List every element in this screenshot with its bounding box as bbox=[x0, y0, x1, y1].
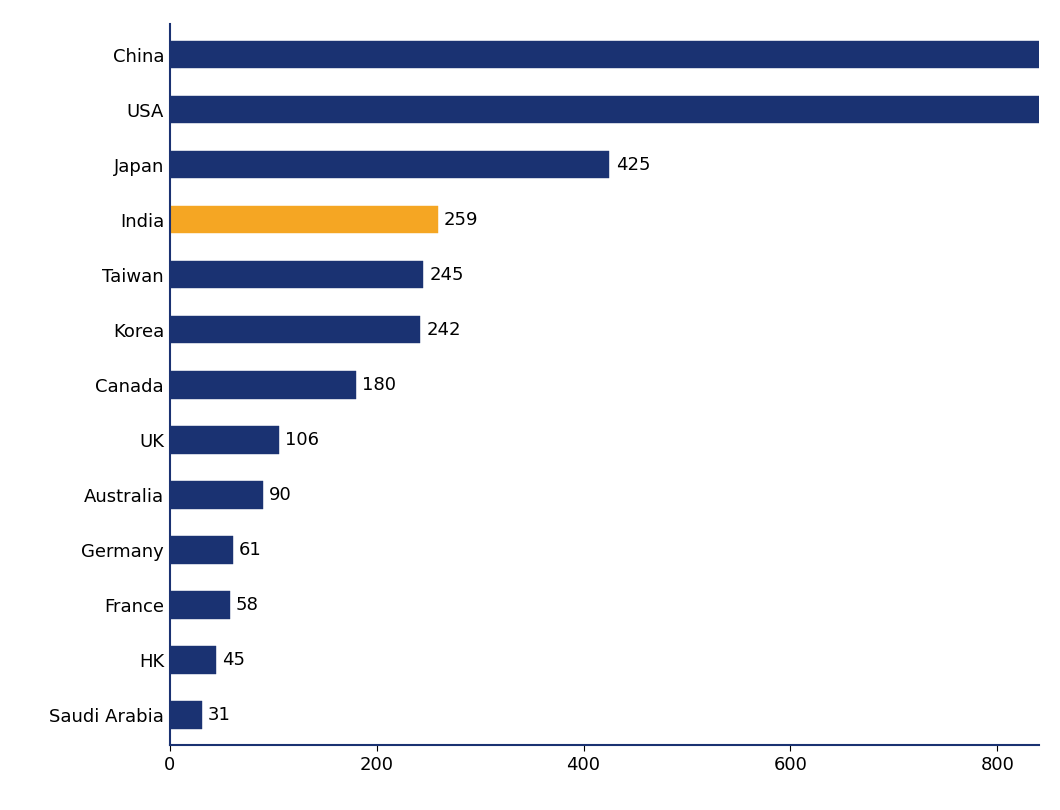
Bar bbox=[170, 316, 420, 343]
Bar bbox=[170, 371, 356, 399]
Text: 242: 242 bbox=[426, 321, 461, 339]
Text: 45: 45 bbox=[223, 651, 245, 669]
Bar bbox=[170, 261, 423, 288]
Text: 245: 245 bbox=[429, 266, 464, 284]
Text: 425: 425 bbox=[616, 156, 650, 173]
Bar bbox=[170, 96, 1060, 123]
Bar bbox=[170, 591, 230, 619]
Bar bbox=[170, 40, 1060, 68]
Bar bbox=[170, 701, 201, 729]
Bar bbox=[170, 206, 438, 233]
Text: 106: 106 bbox=[285, 431, 319, 449]
Text: 180: 180 bbox=[363, 376, 396, 394]
Bar bbox=[170, 536, 233, 564]
Text: 61: 61 bbox=[238, 541, 262, 559]
Text: 31: 31 bbox=[208, 706, 231, 724]
Bar bbox=[170, 646, 216, 674]
Text: 58: 58 bbox=[235, 596, 259, 614]
Text: 259: 259 bbox=[444, 211, 478, 228]
Bar bbox=[170, 151, 609, 178]
Bar bbox=[170, 481, 263, 509]
Bar bbox=[170, 426, 279, 454]
Text: 90: 90 bbox=[269, 486, 292, 504]
